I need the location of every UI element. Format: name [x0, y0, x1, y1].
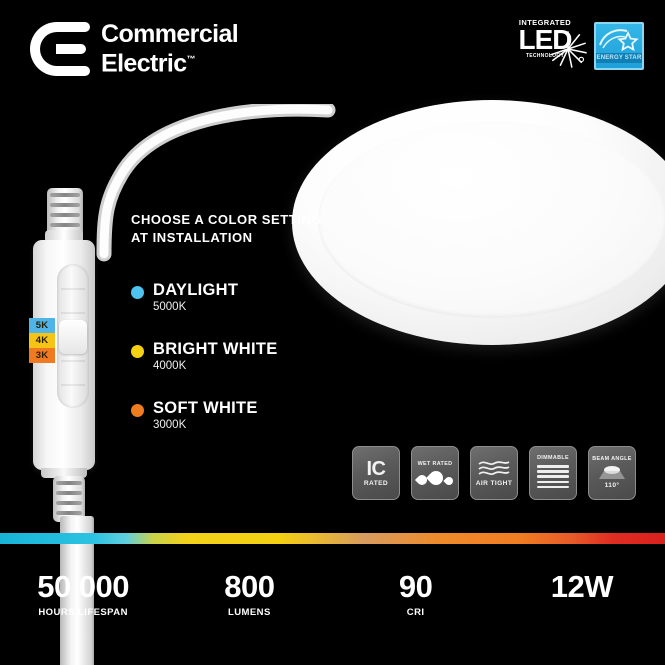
stat-wattage: 12W — [499, 570, 665, 619]
sunburst-rays-icon — [550, 31, 587, 68]
energy-star-badge: ENERGY STAR — [594, 22, 644, 70]
stat-lifespan: 50 000 HOURS LIFESPAN — [0, 570, 166, 619]
bright-white-name: BRIGHT WHITE — [153, 340, 278, 358]
soft-white-name: SOFT WHITE — [153, 399, 258, 417]
heading-line-2: AT INSTALLATION — [131, 229, 253, 245]
color-temperature-gradient-bar — [0, 533, 665, 544]
brand-name: Commercial Electric™ — [101, 20, 239, 78]
color-temperature-chips: 5K 4K 3K — [29, 318, 55, 363]
feature-badge-dimmable: DIMMABLE — [529, 446, 577, 500]
wet-rated-label: WET RATED — [417, 461, 453, 467]
spec-stats-row: 50 000 HOURS LIFESPAN 800 LUMENS 90 CRI … — [0, 570, 665, 619]
strain-relief-lower-ribs — [56, 481, 82, 521]
color-option-bright-white: BRIGHT WHITE 4000K — [131, 340, 278, 374]
energy-star-swoosh-icon — [599, 29, 639, 52]
bright-white-color-dot — [131, 345, 144, 358]
ic-rated-label: RATED — [363, 479, 389, 487]
feature-badge-row: IC RATED WET RATED AIR TIGHT DIMMABLE — [352, 446, 636, 500]
driver-module-foot — [41, 468, 87, 478]
brand-logo: Commercial Electric™ — [30, 20, 239, 78]
feature-badge-beam-angle: BEAM ANGLE 110° — [588, 446, 636, 500]
water-drops-icon — [414, 468, 455, 488]
feature-badge-ic-rated: IC RATED — [352, 446, 400, 500]
energy-star-label: ENERGY STAR — [596, 55, 642, 61]
soft-white-color-dot — [131, 404, 144, 417]
feature-badge-wet-rated: WET RATED — [411, 446, 459, 500]
air-tight-label: AIR TIGHT — [475, 479, 513, 487]
beam-angle-value: 110° — [604, 482, 620, 489]
feature-badge-air-tight: AIR TIGHT — [470, 446, 518, 500]
chip-3k[interactable]: 3K — [29, 348, 55, 363]
air-waves-icon — [478, 460, 510, 475]
color-option-daylight: DAYLIGHT 5000K — [131, 281, 278, 315]
color-option-list: DAYLIGHT 5000K BRIGHT WHITE 4000K SOFT W… — [131, 281, 278, 458]
stat-lifespan-label: HOURS LIFESPAN — [38, 607, 128, 618]
ic-rated-icon: IC — [366, 457, 387, 480]
energy-star-band: ENERGY STAR — [596, 53, 642, 63]
dimmer-bars-icon — [537, 465, 569, 491]
chip-5k[interactable]: 5K — [29, 318, 55, 333]
stat-lumens-value: 800 — [224, 569, 275, 604]
stat-lumens-label: LUMENS — [227, 607, 271, 618]
chip-4k[interactable]: 4K — [29, 333, 55, 348]
bright-white-kelvin: 4000K — [153, 360, 187, 372]
brand-name-line2: Electric™ — [101, 49, 196, 78]
ce-monogram-icon — [30, 22, 90, 77]
brand-name-line1: Commercial — [101, 20, 239, 48]
stat-lumens: 800 LUMENS — [166, 570, 332, 619]
stat-cri-value: 90 — [398, 569, 433, 604]
stat-lifespan-value: 50 000 — [37, 569, 130, 604]
stat-wattage-value: 12W — [550, 569, 614, 604]
round-led-panel-icon — [292, 100, 665, 350]
daylight-kelvin: 5000K — [153, 301, 187, 313]
daylight-color-dot — [131, 286, 144, 299]
stat-cri-label: CRI — [406, 607, 425, 618]
beam-cone-icon — [599, 466, 625, 479]
color-option-soft-white: SOFT WHITE 3000K — [131, 399, 278, 433]
color-select-slider-knob[interactable] — [59, 320, 87, 354]
power-cord-icon — [96, 104, 336, 262]
daylight-name: DAYLIGHT — [153, 281, 239, 299]
stat-cri: 90 CRI — [333, 570, 499, 619]
trademark-symbol: ™ — [186, 54, 196, 64]
driver-module-cap — [45, 230, 83, 242]
panel-lens — [318, 122, 665, 318]
led-badge-main-label: LED — [518, 24, 573, 55]
beam-angle-label: BEAM ANGLE — [592, 456, 632, 462]
color-setting-heading: CHOOSE A COLOR SETTING AT INSTALLATION — [131, 211, 322, 246]
heading-line-1: CHOOSE A COLOR SETTING — [131, 212, 322, 227]
soft-white-kelvin: 3000K — [153, 419, 187, 431]
integrated-led-badge: INTEGRATED LED TECHNOLOGY — [512, 18, 587, 74]
led-badge-top-label: INTEGRATED — [518, 18, 572, 27]
led-badge-sub-label: TECHNOLOGY — [525, 53, 565, 59]
dimmable-label: DIMMABLE — [537, 455, 569, 462]
